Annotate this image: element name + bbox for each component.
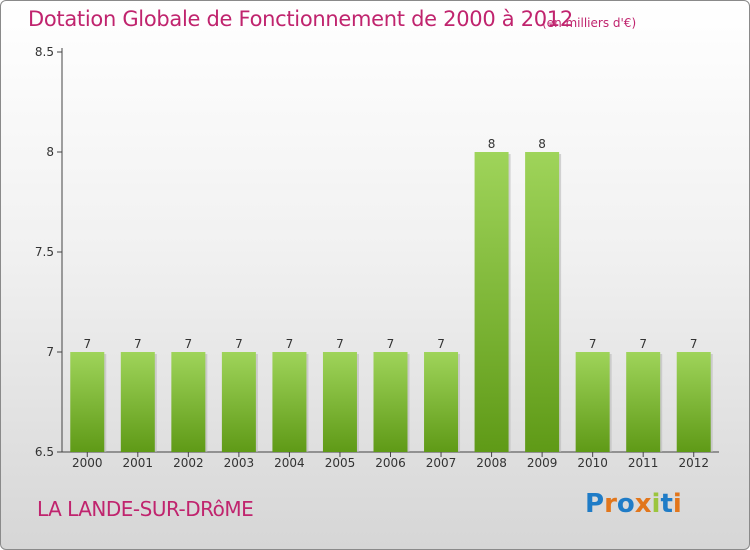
bar xyxy=(424,352,459,452)
x-tick-label: 2000 xyxy=(72,456,103,470)
x-tick-label: 2004 xyxy=(274,456,305,470)
data-label: 8 xyxy=(538,137,546,151)
data-label: 7 xyxy=(83,337,91,351)
data-label: 8 xyxy=(488,137,496,151)
x-tick-label: 2007 xyxy=(426,456,457,470)
bar xyxy=(221,352,256,452)
x-tick-label: 2002 xyxy=(173,456,204,470)
x-tick-label: 2012 xyxy=(678,456,709,470)
bar xyxy=(373,352,408,452)
bar xyxy=(626,352,661,452)
brand-letter: t xyxy=(660,489,673,519)
x-tick-label: 2001 xyxy=(123,456,154,470)
brand-letter: r xyxy=(604,489,617,519)
y-tick-label: 7.5 xyxy=(35,245,54,259)
data-label: 7 xyxy=(387,337,395,351)
x-tick-label: 2005 xyxy=(325,456,356,470)
bar xyxy=(474,152,509,452)
bar xyxy=(171,352,206,452)
data-label: 7 xyxy=(235,337,243,351)
brand-logo: Proxiti xyxy=(585,489,682,519)
brand-letter: i xyxy=(672,489,682,519)
x-tick-label: 2009 xyxy=(527,456,558,470)
data-label: 7 xyxy=(589,337,597,351)
y-tick-label: 8 xyxy=(46,145,54,159)
bar xyxy=(575,352,610,452)
bar xyxy=(525,152,560,452)
x-tick-label: 2003 xyxy=(224,456,255,470)
brand-letter: P xyxy=(585,489,605,519)
data-label: 7 xyxy=(336,337,344,351)
bar xyxy=(272,352,307,452)
brand-letter: o xyxy=(616,489,635,519)
y-tick-label: 7 xyxy=(46,345,54,359)
data-label: 7 xyxy=(286,337,294,351)
y-tick-label: 6.5 xyxy=(35,445,54,459)
data-label: 7 xyxy=(185,337,193,351)
x-tick-label: 2006 xyxy=(375,456,406,470)
bar xyxy=(120,352,155,452)
bar xyxy=(676,352,711,452)
brand-letter: x xyxy=(634,489,652,519)
bar xyxy=(70,352,105,452)
data-label: 7 xyxy=(690,337,698,351)
chart-title: Dotation Globale de Fonctionnement de 20… xyxy=(28,7,573,31)
y-tick-label: 8.5 xyxy=(35,45,54,59)
brand-letter: i xyxy=(651,489,661,519)
unit-note: (en milliers d'€) xyxy=(542,16,637,30)
location-name: LA LANDE-SUR-DRôME xyxy=(37,497,254,521)
data-label: 7 xyxy=(639,337,647,351)
x-tick-label: 2008 xyxy=(476,456,507,470)
x-tick-label: 2010 xyxy=(577,456,608,470)
data-label: 7 xyxy=(134,337,142,351)
bar xyxy=(322,352,357,452)
data-label: 7 xyxy=(437,337,445,351)
x-tick-label: 2011 xyxy=(628,456,659,470)
